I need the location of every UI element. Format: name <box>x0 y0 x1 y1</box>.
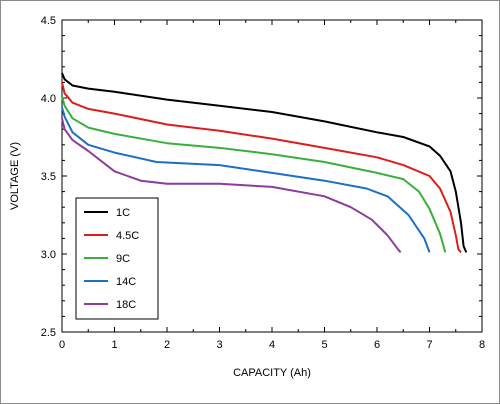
legend-label-18c: 18C <box>116 299 136 311</box>
series-line-14c <box>61 107 431 253</box>
y-tick-label: 3.0 <box>41 249 56 261</box>
y-tick-label: 3.5 <box>41 171 56 183</box>
legend-label-14c: 14C <box>116 276 136 288</box>
legend-label-4-5c: 4.5C <box>116 230 139 242</box>
series-line-9c <box>61 96 447 253</box>
x-tick-label: 5 <box>321 339 327 351</box>
x-tick-label: 0 <box>59 339 65 351</box>
y-tick-label: 4.0 <box>41 93 56 105</box>
x-tick-label: 7 <box>426 339 432 351</box>
x-tick-label: 6 <box>374 339 380 351</box>
x-tick-label: 4 <box>269 339 275 351</box>
x-tick-label: 1 <box>111 339 117 351</box>
series-line-1c <box>61 72 468 253</box>
legend-label-9c: 9C <box>116 253 130 265</box>
series-layer <box>61 72 468 254</box>
x-tick-label: 8 <box>479 339 485 351</box>
y-axis-title: VOLTAGE (V) <box>9 142 21 210</box>
axis-layer: 0 1 2 3 4 5 6 7 8 2.5 3.0 3.5 4.0 4.5 CAPACITY (Ah) V… <box>9 15 485 379</box>
y-tick-label: 2.5 <box>41 327 56 339</box>
x-axis-title: CAPACITY (Ah) <box>233 367 311 379</box>
x-tick-label: 2 <box>164 339 170 351</box>
legend-label-1c: 1C <box>116 207 130 219</box>
y-tick-label: 4.5 <box>41 15 56 27</box>
x-tick-label: 3 <box>216 339 222 351</box>
legend: 1C 4.5C 9C 14C 18C <box>75 197 159 320</box>
series-line-4-5c <box>61 82 462 254</box>
series-line-18c <box>61 118 402 254</box>
axis-ticks: 0 1 2 3 4 5 6 7 8 2.5 3.0 3.5 4.0 4.5 <box>41 15 485 351</box>
